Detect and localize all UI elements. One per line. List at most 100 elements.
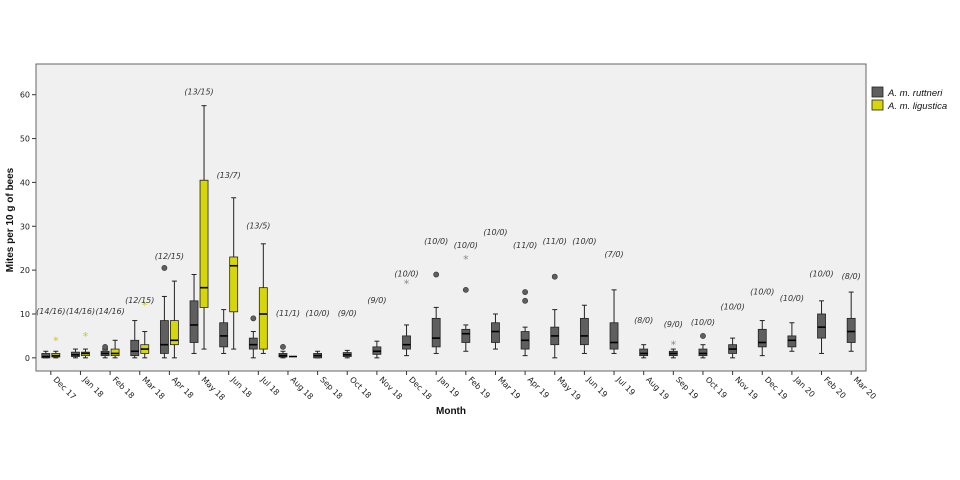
- ligustica-box: [110, 348, 120, 357]
- box-group: [219, 197, 239, 354]
- box-group: [609, 289, 619, 354]
- x-axis: Dec 17 Jan 18 Feb 18 Mar 18 Apr 18 May 18 Jun …: [50, 371, 878, 402]
- box-group: [520, 289, 530, 357]
- ruttneri-box: [639, 348, 649, 357]
- ligustica-extreme-marker: *: [83, 330, 89, 343]
- ruttneri-box: [846, 317, 856, 343]
- ruttneri-box: [431, 317, 441, 348]
- ruttneri-box: [609, 322, 619, 350]
- x-tick-label: Sep 18: [318, 375, 344, 401]
- x-tick-label: Dec 19: [763, 375, 789, 401]
- n-label: (14/16): [95, 307, 124, 316]
- box-group: *: [461, 253, 471, 352]
- box-group: [728, 337, 738, 359]
- ruttneri-box: [491, 322, 500, 343]
- box-group: [372, 340, 382, 359]
- box-group: *: [668, 339, 678, 359]
- ruttneri-box: [159, 320, 169, 354]
- n-label: (14/16): [66, 307, 95, 316]
- ruttneri-outlier: [250, 315, 257, 322]
- n-label: (12/15): [125, 296, 154, 305]
- box-group: [491, 313, 500, 350]
- sample-size-labels: (14/16) (14/16) (14/16)(12/15)(12/15)(13/1…: [36, 88, 861, 329]
- n-label: (10/0): [750, 287, 774, 296]
- ruttneri-box: [579, 317, 589, 346]
- x-tick-label: Jan 20: [792, 374, 817, 399]
- x-tick-label: Dec 18: [407, 375, 433, 401]
- ruttneri-box: [787, 335, 797, 348]
- x-tick-label: Aug 19: [644, 375, 670, 401]
- ligustica-extreme-marker: *: [142, 299, 148, 312]
- n-label: (9/0): [367, 296, 386, 305]
- n-label: (10/0): [394, 270, 418, 279]
- n-label: (10/0): [780, 294, 804, 303]
- x-tick-label: Apr 19: [526, 375, 551, 400]
- y-tick-label: 30: [20, 222, 30, 231]
- x-tick-label: Jun 18: [229, 374, 254, 399]
- n-label: (10/0): [720, 303, 744, 312]
- legend-label-ligustica: A. m. ligustica: [887, 101, 947, 112]
- ruttneri-outlier: [522, 289, 529, 295]
- x-tick-label: Feb 18: [111, 375, 136, 400]
- ruttneri-box: [189, 300, 199, 343]
- ruttneri-box: [817, 313, 826, 339]
- y-tick-label: 0: [25, 354, 30, 363]
- box-group: [431, 271, 441, 354]
- x-tick-label: Jul 19: [614, 374, 637, 397]
- y-axis: 0 10 20 30 40 50 60: [20, 91, 36, 363]
- x-tick-label: May 18: [200, 375, 227, 402]
- ligustica-box: [258, 287, 268, 350]
- box-group: [278, 343, 297, 359]
- box-group: [189, 105, 209, 354]
- n-label: (8/0): [842, 272, 861, 281]
- box-group: [846, 291, 856, 352]
- x-tick-label: Sep 19: [674, 375, 700, 401]
- x-tick-label: Mar 18: [140, 375, 166, 401]
- n-label: (10/0): [691, 318, 715, 327]
- x-tick-label: Oct 18: [348, 375, 373, 400]
- box-group: [248, 243, 268, 359]
- x-tick-label: Nov 19: [733, 375, 759, 401]
- ruttneri-box: [130, 339, 140, 357]
- n-label: (10/0): [305, 309, 329, 318]
- x-tick-label: Jun 19: [584, 374, 609, 399]
- n-label: (11/0): [543, 237, 567, 246]
- box-group: [550, 273, 560, 359]
- x-tick-label: Mar 20: [852, 375, 878, 401]
- x-tick-label: Jan 19: [436, 374, 461, 399]
- x-tick-label: Jul 18: [258, 374, 281, 397]
- ruttneri-outlier: [522, 297, 529, 304]
- box-group: [639, 344, 649, 359]
- box-group: [579, 304, 589, 354]
- n-label: (7/0): [604, 250, 623, 259]
- box-group: *: [130, 299, 150, 359]
- n-label: (10/0): [809, 270, 833, 279]
- ruttneri-box: [757, 328, 767, 348]
- ruttneri-box: [248, 337, 258, 350]
- ligustica-box: [169, 320, 179, 346]
- ruttneri-outlier: [700, 333, 706, 339]
- n-label: (10/0): [572, 237, 596, 246]
- ruttneri-outlier: [161, 265, 168, 271]
- ligustica-box: [229, 256, 239, 313]
- ruttneri-box: [402, 335, 411, 350]
- x-tick-label: Apr 18: [170, 375, 195, 400]
- n-label: (12/15): [155, 252, 184, 261]
- y-tick-label: 20: [20, 266, 30, 275]
- legend-swatch-ligustica: [871, 99, 884, 111]
- box-group: *: [71, 330, 90, 359]
- x-tick-label: Aug 18: [289, 375, 315, 401]
- box-group: [698, 333, 708, 359]
- boxes: * * * * * *: [41, 105, 856, 359]
- ruttneri-outlier: [280, 343, 286, 350]
- x-tick-label: Jan 18: [80, 374, 105, 399]
- x-tick-label: Feb 20: [822, 375, 847, 400]
- n-label: (10/0): [483, 228, 507, 237]
- box-group: [787, 322, 797, 352]
- x-tick-label: May 19: [555, 375, 582, 402]
- box-group: [757, 320, 767, 357]
- n-label: (10/0): [424, 237, 448, 246]
- box-group: [159, 265, 179, 359]
- ruttneri-box: [219, 322, 229, 348]
